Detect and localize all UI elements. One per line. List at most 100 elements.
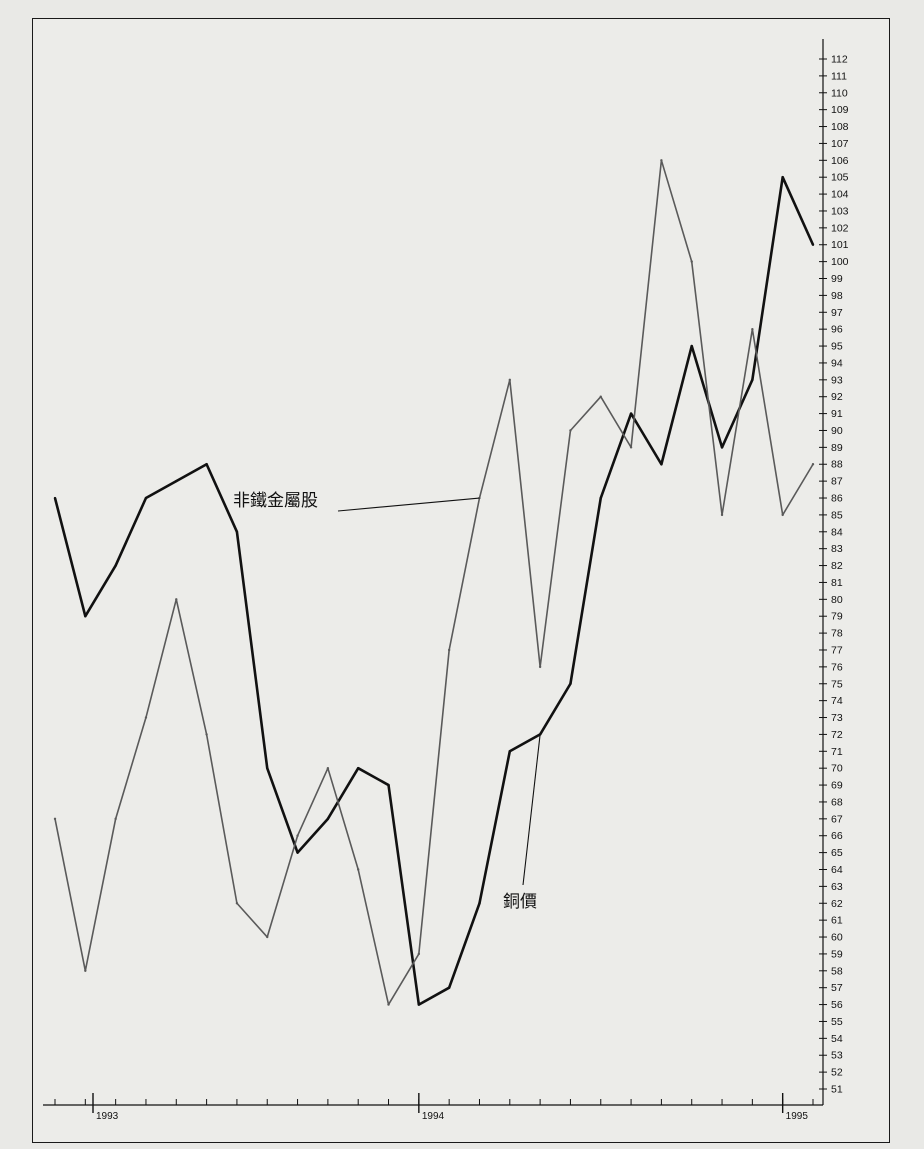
series-line-0 (53, 175, 815, 1006)
y-tick-label: 80 (831, 594, 843, 606)
data-point (508, 750, 511, 753)
y-tick-label: 70 (831, 763, 843, 775)
y-tick-label: 95 (831, 341, 843, 353)
data-point (235, 530, 239, 533)
y-tick-label: 66 (831, 830, 843, 842)
y-tick-label: 79 (831, 611, 843, 623)
data-point (720, 446, 724, 449)
y-tick-label: 77 (831, 644, 843, 656)
y-tick-label: 81 (831, 577, 843, 589)
data-point (538, 665, 542, 669)
y-tick-label: 65 (831, 847, 843, 859)
y-tick-label: 62 (831, 898, 843, 910)
annotation-leader (337, 497, 480, 512)
data-point (690, 260, 693, 263)
data-point (478, 902, 481, 905)
data-point (660, 463, 663, 466)
y-tick-label: 60 (831, 932, 843, 944)
y-tick-label: 100 (831, 256, 849, 268)
data-point (690, 344, 693, 348)
y-tick-label: 58 (831, 965, 843, 977)
data-point (569, 682, 572, 685)
data-point (326, 817, 330, 821)
y-tick-label: 97 (831, 307, 843, 319)
data-point (266, 766, 269, 770)
data-point (751, 327, 754, 331)
data-point (781, 513, 784, 517)
data-point (720, 513, 724, 517)
y-tick-label: 99 (831, 273, 843, 285)
y-tick-label: 54 (831, 1033, 843, 1045)
y-tick-label: 103 (831, 205, 849, 217)
y-tick-label: 102 (831, 222, 849, 234)
data-point (205, 463, 208, 466)
annotation-label: 銅價 (503, 892, 537, 911)
y-tick-label: 104 (831, 189, 849, 201)
series-line-1 (54, 159, 814, 1006)
data-point (114, 817, 117, 821)
data-point (599, 395, 602, 398)
y-tick-label: 85 (831, 509, 843, 521)
y-tick-label: 105 (831, 172, 849, 184)
data-point (205, 733, 208, 736)
data-point (326, 766, 330, 770)
data-point (751, 378, 754, 382)
y-tick-label: 64 (831, 864, 843, 876)
data-point (175, 598, 178, 601)
data-point (296, 834, 299, 837)
annotation-leader (522, 734, 541, 886)
y-tick-label: 87 (831, 476, 843, 488)
data-point (175, 479, 178, 483)
y-tick-label: 109 (831, 104, 849, 116)
y-tick-label: 107 (831, 138, 849, 150)
data-point (235, 902, 239, 905)
data-point (357, 868, 360, 871)
data-point (144, 496, 148, 500)
data-point (508, 378, 511, 382)
y-tick-label: 55 (831, 1016, 843, 1028)
data-point (387, 1003, 390, 1006)
y-tick-label: 96 (831, 324, 843, 336)
y-tick-label: 90 (831, 425, 843, 437)
chart-frame: 51 52 53 54 55 56 57 58 59 60 61 62 63 64 65 66 67 68 69 70… (32, 18, 890, 1143)
annotation-label: 非鐵金屬股 (233, 491, 318, 510)
data-point (296, 851, 299, 854)
y-tick-label: 108 (831, 121, 849, 133)
data-point (781, 175, 784, 179)
y-tick-label: 59 (831, 948, 843, 960)
y-tick-label: 63 (831, 881, 843, 893)
data-point (417, 1003, 421, 1006)
y-tick-label: 51 (831, 1084, 843, 1096)
data-point (387, 783, 390, 787)
data-point (84, 969, 87, 973)
data-point (357, 766, 360, 770)
data-point (447, 648, 451, 652)
y-tick-label: 86 (831, 493, 843, 505)
y-tick-label: 73 (831, 712, 843, 724)
y-tick-label: 98 (831, 290, 843, 302)
y-tick-label: 93 (831, 374, 843, 386)
y-tick-label: 82 (831, 560, 843, 572)
y-tick-label: 88 (831, 459, 843, 471)
y-tick-label: 92 (831, 391, 843, 403)
y-tick-label: 71 (831, 746, 843, 758)
data-point (84, 615, 87, 618)
data-point (144, 716, 148, 719)
y-tick-label: 57 (831, 982, 843, 994)
data-point (629, 412, 633, 415)
y-tick-label: 106 (831, 155, 849, 167)
y-tick-label: 76 (831, 661, 843, 673)
y-tick-label: 61 (831, 915, 843, 927)
y-tick-label: 110 (831, 87, 848, 99)
y-tick-label: 53 (831, 1050, 843, 1062)
y-tick-label: 75 (831, 678, 843, 690)
y-tick-label: 52 (831, 1067, 843, 1079)
y-tick-label: 68 (831, 796, 843, 808)
data-point (569, 429, 572, 432)
y-tick-label: 111 (831, 70, 847, 82)
x-tick-label: 1995 (786, 1111, 809, 1122)
line-chart: 51 52 53 54 55 56 57 58 59 60 61 62 63 64 65 66 67 68 69 70… (43, 39, 849, 1122)
y-tick-label: 89 (831, 442, 843, 454)
data-point (417, 952, 421, 956)
x-tick-label: 1994 (422, 1111, 445, 1122)
